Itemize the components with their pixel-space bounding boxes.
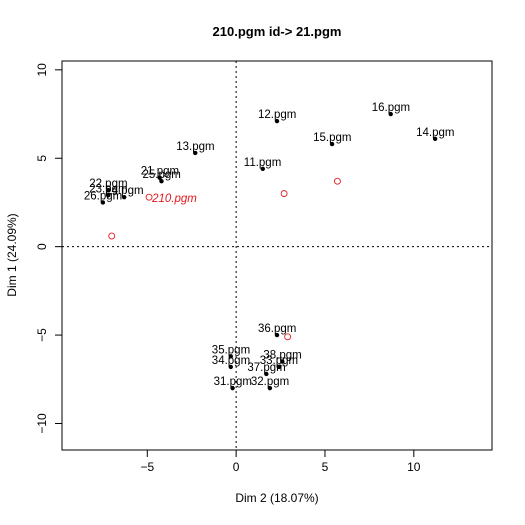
data-point: [157, 175, 162, 180]
data-point-label: 35.pgm: [212, 344, 250, 356]
data-point: [121, 194, 127, 200]
data-point: [274, 332, 280, 338]
chart-title: 210.pgm id-> 21.pgm: [213, 24, 342, 39]
x-axis: −5 0 5 10: [140, 449, 421, 474]
y-tick-label: 10: [35, 63, 49, 77]
open-circle-marker: [280, 190, 288, 198]
data-point: [388, 111, 393, 117]
data-point-label: 24.pgm: [105, 185, 143, 197]
data-point-label: 31.pgm: [214, 376, 252, 388]
data-point: [280, 359, 285, 364]
data-point-label: 23.pgm: [89, 183, 127, 195]
data-point: [100, 200, 106, 205]
data-point-label: 32.pgm: [251, 376, 289, 388]
data-point-label: 12.pgm: [258, 109, 296, 121]
data-point-label: 15.pgm: [313, 132, 351, 144]
y-axis-label: Dim 1 (24.09%): [5, 213, 19, 296]
y-tick-label: 5: [35, 155, 49, 162]
y-tick-label: −10: [35, 413, 49, 434]
y-axis: −10 −5 0 5 10: [35, 63, 63, 434]
data-point: [105, 187, 111, 193]
x-tick-label: −5: [140, 460, 154, 474]
data-point-label: 21.pgm: [141, 166, 179, 178]
x-tick-label: 0: [233, 460, 240, 474]
data-points: 16.pgm 14.pgm 12.pgm 15.pgm 13.pgm 11.pgm 21.p…: [84, 102, 454, 391]
data-point: [193, 150, 198, 156]
open-circle-marker: [284, 333, 292, 341]
data-point-label: 14.pgm: [416, 127, 454, 139]
data-point: [432, 136, 438, 141]
x-tick-label: 5: [322, 460, 329, 474]
data-point-label: 22.pgm: [89, 178, 127, 190]
data-point-label: 25.pgm: [143, 169, 181, 181]
data-point-label: 16.pgm: [372, 102, 410, 114]
data-point-label: 11.pgm: [244, 157, 282, 169]
data-point: [230, 385, 235, 391]
highlight-point-label: 210.pgm: [151, 193, 197, 205]
x-axis-label: Dim 2 (18.07%): [235, 491, 318, 505]
data-point: [228, 354, 234, 359]
data-point: [329, 141, 335, 147]
data-point-label: 13.pgm: [176, 141, 214, 153]
reference-lines: [62, 61, 492, 450]
data-point: [276, 364, 281, 370]
open-circle-marker: [333, 177, 341, 185]
data-point-label: 33.pgm: [260, 355, 298, 367]
highlight-point: [145, 193, 153, 201]
data-point: [260, 166, 265, 172]
data-point-label: 37.pgm: [247, 362, 285, 374]
y-tick-label: −5: [35, 328, 49, 342]
data-point: [267, 385, 273, 391]
data-point: [159, 179, 164, 184]
data-point-label: 26.pgm: [84, 190, 122, 202]
data-point-label: 38.pgm: [263, 350, 301, 362]
data-point: [228, 364, 234, 370]
data-point: [105, 193, 111, 198]
data-point-label: 34.pgm: [212, 355, 250, 367]
open-circle-marker: [108, 232, 116, 240]
x-tick-label: 10: [407, 460, 421, 474]
data-point: [274, 118, 280, 124]
data-point-label: 36.pgm: [258, 323, 296, 335]
data-point: [264, 371, 269, 377]
y-tick-label: 0: [35, 243, 49, 250]
